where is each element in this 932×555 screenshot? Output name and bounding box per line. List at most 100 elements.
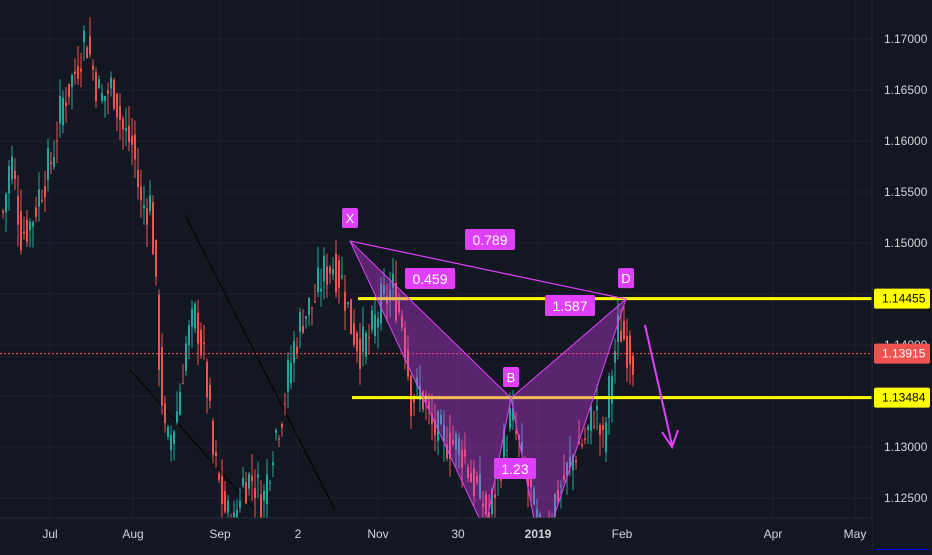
- ratio-badge: [405, 268, 455, 289]
- price-axis[interactable]: [872, 0, 932, 550]
- candle-body: [245, 482, 247, 504]
- projection-arrow[interactable]: [644, 324, 679, 450]
- candle-body: [434, 419, 436, 436]
- candle-body: [8, 166, 10, 194]
- candle-body: [218, 473, 220, 480]
- candle-body: [101, 93, 103, 101]
- candle-body: [83, 30, 85, 43]
- candle-body: [242, 477, 244, 486]
- candle-body: [494, 494, 496, 499]
- candle-body: [20, 210, 22, 251]
- ratio-label: 0.459: [412, 271, 447, 287]
- candle-body: [188, 325, 190, 346]
- time-tick-label: 30: [451, 527, 465, 541]
- candle-body: [428, 401, 430, 410]
- candle-body: [80, 68, 82, 72]
- candle-body: [626, 335, 628, 368]
- candle-body: [533, 488, 535, 505]
- candle-body: [383, 285, 385, 295]
- candle-body: [203, 342, 205, 345]
- candle-body: [566, 462, 568, 476]
- candle-body: [5, 193, 7, 213]
- candle-body: [17, 196, 19, 225]
- candle-body: [365, 333, 367, 357]
- price-badge: [874, 387, 930, 408]
- time-ticks: Jul Aug Sep 2 Nov 30 2019 Feb Apr May: [42, 527, 866, 541]
- price-tick-label: 1.12500: [884, 491, 928, 505]
- candle-body: [26, 219, 28, 242]
- arrow-head: [661, 429, 679, 450]
- candle-body: [299, 312, 301, 332]
- candle-body: [371, 310, 373, 330]
- price-tick-label: 1.16500: [884, 83, 928, 97]
- ratio-label: 0.789: [472, 232, 507, 248]
- candle-body: [581, 444, 583, 446]
- candle-body: [308, 297, 310, 316]
- candle-body: [515, 431, 517, 434]
- candle-body: [554, 493, 556, 517]
- price-badge: [874, 288, 930, 309]
- candle-body: [335, 253, 337, 293]
- candle-body: [296, 346, 298, 354]
- pattern-point-label: X: [346, 211, 355, 226]
- candle-body: [401, 315, 403, 328]
- level-lines[interactable]: [0, 297, 872, 550]
- trendline-lower: [129, 369, 256, 511]
- price-badge: [874, 343, 930, 364]
- candle-body: [377, 318, 379, 328]
- candle-body: [341, 275, 343, 278]
- candle-body: [176, 411, 178, 423]
- candle-body: [248, 473, 250, 489]
- candle-body: [440, 414, 442, 424]
- candle-body: [170, 434, 172, 451]
- pattern-point-b: [503, 367, 519, 388]
- candle-body: [458, 438, 460, 455]
- candle-body: [278, 438, 280, 440]
- candle-body: [173, 431, 175, 444]
- time-axis[interactable]: [0, 518, 872, 550]
- candle-body: [14, 170, 16, 180]
- candle-body: [479, 474, 481, 499]
- candle-body: [65, 102, 67, 107]
- time-tick-label: 2019: [525, 527, 552, 541]
- ratio-label: 1.23: [501, 461, 528, 477]
- candle-body: [569, 456, 571, 468]
- candle-body: [452, 440, 454, 445]
- candle-body: [527, 475, 529, 487]
- candle-body: [194, 303, 196, 329]
- candle-body: [266, 474, 268, 505]
- candle-body: [113, 79, 115, 109]
- candle-body: [503, 429, 505, 458]
- candle-body: [449, 432, 451, 459]
- candle-body: [11, 156, 13, 179]
- price-badge-label: 1.13484: [882, 391, 926, 405]
- candle-body: [410, 376, 412, 416]
- time-tick-label: 2: [295, 527, 302, 541]
- candle-body: [422, 391, 424, 410]
- ratio-labels: 0.789 0.459 1.587 1.23: [405, 229, 595, 479]
- candle-body: [392, 273, 394, 288]
- price-tick-label: 1.17000: [884, 32, 928, 46]
- candle-body: [284, 403, 286, 405]
- candle-body: [419, 385, 421, 401]
- candle-body: [95, 72, 97, 102]
- candle-body: [602, 425, 604, 430]
- candle-body: [587, 426, 589, 430]
- time-tick-label: Sep: [209, 527, 231, 541]
- candle-body: [23, 231, 25, 234]
- trendlines: [129, 214, 336, 511]
- trendline-upper: [184, 214, 336, 511]
- candle-body: [374, 314, 376, 336]
- candle-body: [272, 462, 274, 466]
- candle-body: [89, 36, 91, 55]
- candle-body: [212, 420, 214, 455]
- candle-body: [47, 148, 49, 181]
- candle-body: [227, 500, 229, 513]
- pattern-point-d: [618, 268, 634, 289]
- candle-body: [122, 118, 124, 130]
- pattern-point-label: B: [507, 370, 516, 385]
- candle-body: [152, 202, 154, 255]
